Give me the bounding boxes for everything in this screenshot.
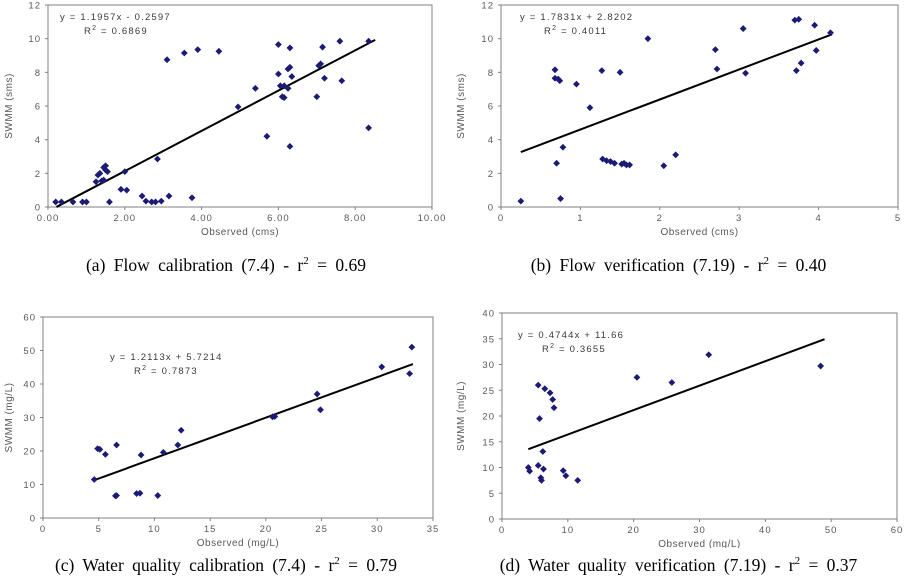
svg-text:40: 40 — [759, 525, 772, 536]
caption-b-rvalue: = 0.40 — [769, 255, 827, 275]
svg-text:8: 8 — [488, 68, 494, 79]
svg-text:SWMM (mg/L): SWMM (mg/L) — [4, 383, 15, 453]
caption-d-rvalue: = 0.37 — [800, 555, 858, 575]
svg-text:5: 5 — [96, 524, 102, 535]
caption-a-rvalue: = 0.69 — [308, 255, 367, 275]
svg-text:20: 20 — [23, 447, 36, 458]
svg-text:30: 30 — [371, 524, 384, 535]
chart-c-water-quality-calibration: 0 5 10 15 20 25 30 35 0 10 20 30 40 50 60 Observed (mg/… — [4, 313, 440, 549]
svg-text:SWMM (sms): SWMM (sms) — [456, 73, 467, 139]
svg-text:30: 30 — [693, 525, 706, 536]
chart-d-water-quality-verification: 0 10 20 30 40 50 60 0 5 10 15 20 25 30 35 40 Observed (m… — [456, 309, 904, 549]
svg-text:60: 60 — [23, 313, 36, 324]
svg-text:25: 25 — [482, 386, 495, 397]
svg-text:Observed (cms): Observed (cms) — [660, 227, 738, 238]
svg-text:0: 0 — [40, 524, 46, 535]
svg-text:10: 10 — [562, 525, 575, 536]
svg-text:Observed (mg/L): Observed (mg/L) — [658, 539, 741, 548]
caption-d-sup: 2 — [794, 555, 801, 568]
chart-c-container: 0 5 10 15 20 25 30 35 0 10 20 30 40 50 60 Observed (mg/… — [0, 300, 452, 549]
svg-text:10: 10 — [481, 34, 494, 45]
svg-text:2.00: 2.00 — [114, 213, 137, 224]
svg-text:0: 0 — [488, 203, 494, 214]
svg-text:6: 6 — [35, 102, 41, 113]
caption-c-rvalue: = 0.79 — [339, 555, 398, 575]
caption-a-text: (a) Flow calibration (7.4) - r — [85, 255, 304, 275]
chart-b-container: 0 1 2 3 4 5 0 2 4 6 8 10 12 Observed (cms) SWMM (sms) y… — [452, 0, 905, 242]
svg-text:15: 15 — [482, 437, 495, 448]
caption-c-text: (c) Water quality calibration (7.4) - r — [54, 555, 335, 575]
svg-text:10: 10 — [148, 524, 161, 535]
chart-a-flow-calibration: 0.00 2.00 4.00 6.00 8.00 10.00 0 2 4 6 8 10 12 Observ… — [4, 1, 447, 239]
caption-c: (c) Water quality calibration (7.4) - r2… — [0, 548, 452, 586]
svg-text:4: 4 — [35, 135, 41, 146]
svg-text:10: 10 — [482, 463, 495, 474]
svg-text:y = 1.7831x + 2.8202: y = 1.7831x + 2.8202 — [520, 12, 633, 23]
svg-text:3: 3 — [736, 213, 742, 224]
caption-a-sup: 2 — [303, 255, 309, 268]
svg-text:y = 1.1957x - 0.2597: y = 1.1957x - 0.2597 — [60, 12, 171, 23]
svg-text:60: 60 — [891, 525, 904, 536]
svg-text:4: 4 — [488, 135, 494, 146]
chart-a-container: 0.00 2.00 4.00 6.00 8.00 10.00 0 2 4 6 8 10 12 Observ… — [0, 0, 452, 242]
caption-b-text: (b) Flow verification (7.19) - r — [530, 255, 764, 275]
caption-a: (a) Flow calibration (7.4) - r2 = 0.69 — [0, 242, 452, 300]
svg-text:y = 1.2113x + 5.7214: y = 1.2113x + 5.7214 — [110, 352, 223, 363]
svg-text:50: 50 — [825, 525, 838, 536]
svg-text:40: 40 — [23, 380, 36, 391]
svg-text:0.00: 0.00 — [37, 213, 60, 224]
svg-text:35: 35 — [482, 334, 495, 345]
svg-text:R2 = 0.7873: R2 = 0.7873 — [134, 365, 198, 377]
svg-text:20: 20 — [627, 525, 640, 536]
caption-d-text: (d) Water quality verification (7.19) - … — [499, 555, 795, 575]
svg-text:20: 20 — [260, 524, 273, 535]
svg-text:0: 0 — [489, 515, 495, 526]
svg-text:y = 0.4744x + 11.66: y = 0.4744x + 11.66 — [518, 330, 624, 341]
svg-text:30: 30 — [482, 360, 495, 371]
svg-text:Observed (cms): Observed (cms) — [201, 227, 279, 238]
svg-text:40: 40 — [482, 309, 495, 320]
svg-text:2: 2 — [657, 213, 663, 224]
svg-text:4.00: 4.00 — [190, 213, 213, 224]
svg-text:8.00: 8.00 — [344, 213, 367, 224]
svg-text:R2 = 0.3655: R2 = 0.3655 — [542, 343, 606, 355]
svg-text:6.00: 6.00 — [267, 213, 290, 224]
svg-text:Observed (mg/L): Observed (mg/L) — [197, 538, 280, 548]
svg-text:5: 5 — [489, 489, 495, 500]
svg-text:50: 50 — [23, 346, 36, 357]
svg-text:2: 2 — [488, 169, 494, 180]
svg-text:25: 25 — [315, 524, 328, 535]
svg-text:0: 0 — [35, 203, 41, 214]
svg-text:5: 5 — [895, 213, 901, 224]
svg-text:4: 4 — [815, 213, 821, 224]
svg-text:10: 10 — [28, 34, 41, 45]
svg-text:SWMM (sms): SWMM (sms) — [4, 73, 15, 139]
svg-text:2: 2 — [35, 169, 41, 180]
svg-text:12: 12 — [481, 1, 494, 12]
svg-text:0: 0 — [499, 525, 505, 536]
svg-text:0: 0 — [498, 213, 504, 224]
svg-text:30: 30 — [23, 413, 36, 424]
svg-text:8: 8 — [35, 68, 41, 79]
svg-text:SWMM (mg/L): SWMM (mg/L) — [456, 381, 467, 451]
svg-text:10: 10 — [23, 480, 36, 491]
svg-text:15: 15 — [204, 524, 217, 535]
svg-text:0: 0 — [30, 514, 36, 525]
svg-text:12: 12 — [28, 1, 41, 12]
caption-b: (b) Flow verification (7.19) - r2 = 0.40 — [452, 242, 905, 300]
caption-c-sup: 2 — [334, 555, 340, 568]
svg-text:20: 20 — [482, 412, 495, 423]
svg-text:R2 = 0.4011: R2 = 0.4011 — [544, 25, 607, 37]
svg-text:35: 35 — [427, 524, 440, 535]
svg-text:6: 6 — [488, 102, 494, 113]
caption-d: (d) Water quality verification (7.19) - … — [452, 548, 905, 586]
svg-text:10.00: 10.00 — [418, 213, 447, 224]
svg-text:1: 1 — [577, 213, 583, 224]
caption-b-sup: 2 — [763, 255, 770, 268]
chart-d-container: 0 10 20 30 40 50 60 0 5 10 15 20 25 30 35 40 Observed (m… — [452, 300, 905, 549]
svg-text:R2 = 0.6869: R2 = 0.6869 — [84, 25, 148, 37]
